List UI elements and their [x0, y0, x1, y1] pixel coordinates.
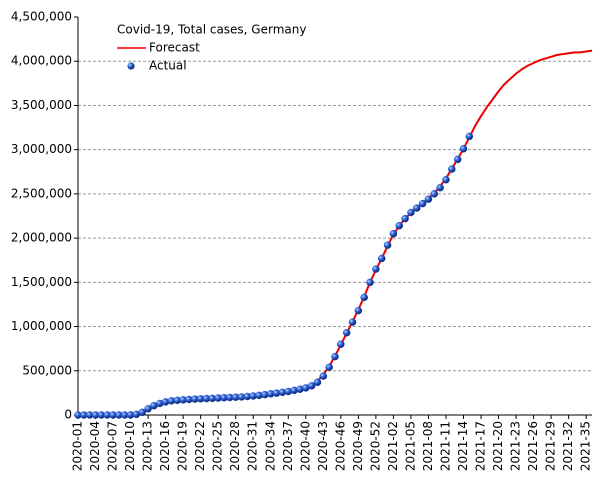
- x-tick-label: 2020-22: [193, 421, 207, 471]
- y-tick-label: 0: [64, 408, 72, 422]
- y-tick-label: 1,000,000: [11, 319, 72, 333]
- actual-point: [307, 382, 316, 390]
- actual-point: [313, 378, 322, 387]
- x-tick-label: 2020-04: [88, 421, 102, 471]
- x-tick-label: 2021-29: [544, 421, 558, 471]
- actual-point: [407, 208, 415, 217]
- y-tick-label: 3,000,000: [11, 142, 72, 156]
- y-tick-label: 3,500,000: [11, 98, 72, 112]
- actual-point: [383, 241, 392, 249]
- actual-point: [430, 190, 439, 198]
- x-tick-label: 2021-02: [386, 421, 400, 471]
- x-tick-label: 2020-01: [71, 421, 85, 471]
- actual-point: [436, 183, 444, 192]
- actual-point: [395, 221, 403, 230]
- actual-point: [348, 318, 357, 326]
- x-tick-label: 2021-11: [438, 421, 452, 471]
- actual-point: [424, 195, 433, 203]
- actual-point: [442, 175, 450, 184]
- y-tick-label: 4,000,000: [11, 54, 72, 68]
- x-tick-label: 2020-37: [281, 421, 295, 471]
- actual-point: [377, 254, 386, 263]
- actual-point: [342, 328, 351, 337]
- x-tick-label: 2020-13: [141, 421, 155, 471]
- actual-point: [453, 155, 462, 164]
- actual-point: [401, 214, 409, 223]
- x-tick-label: 2021-05: [403, 421, 417, 471]
- x-tick-label: 2021-23: [509, 421, 523, 471]
- x-tick-label: 2021-20: [491, 421, 505, 471]
- actual-point: [337, 340, 345, 348]
- actual-point: [459, 145, 468, 153]
- x-tick-label: 2020-46: [333, 421, 347, 471]
- x-tick-label: 2020-31: [246, 421, 260, 471]
- legend-label: Actual: [149, 59, 187, 73]
- x-tick-label: 2020-10: [123, 421, 137, 471]
- actual-point: [448, 165, 456, 173]
- legend-marker: [127, 62, 135, 70]
- x-tick-label: 2021-35: [579, 421, 593, 471]
- x-tick-label: 2021-26: [526, 421, 540, 471]
- x-tick-label: 2020-28: [228, 421, 242, 471]
- legend-label: Forecast: [149, 41, 200, 55]
- actual-point: [418, 199, 427, 208]
- actual-point: [465, 132, 474, 141]
- actual-point: [331, 352, 339, 361]
- x-tick-label: 2020-34: [263, 421, 277, 471]
- x-tick-label: 2020-49: [351, 421, 365, 471]
- x-tick-label: 2021-32: [561, 421, 575, 471]
- y-tick-label: 1,500,000: [11, 275, 72, 289]
- actual-point: [389, 229, 398, 238]
- x-tick-label: 2020-40: [298, 421, 312, 471]
- x-tick-label: 2020-07: [106, 421, 120, 471]
- actual-point: [138, 408, 146, 417]
- actual-point: [413, 204, 421, 212]
- x-tick-label: 2021-17: [474, 421, 488, 471]
- actual-point: [360, 293, 368, 302]
- x-tick-label: 2021-08: [421, 421, 435, 471]
- x-tick-label: 2021-14: [456, 421, 470, 471]
- y-tick-label: 2,000,000: [11, 231, 72, 245]
- x-tick-label: 2020-52: [368, 421, 382, 471]
- actual-point: [354, 306, 363, 315]
- chart-title: Covid-19, Total cases, Germany: [117, 23, 306, 37]
- y-tick-label: 500,000: [22, 363, 72, 377]
- y-tick-label: 4,500,000: [11, 10, 72, 24]
- x-tick-label: 2020-19: [176, 421, 190, 471]
- actual-point: [372, 265, 380, 273]
- y-tick-label: 2,500,000: [11, 186, 72, 200]
- actual-point: [144, 405, 152, 413]
- x-tick-label: 2020-25: [211, 421, 225, 471]
- actual-point: [366, 278, 374, 287]
- actual-point: [319, 372, 328, 380]
- actual-point: [325, 363, 333, 371]
- x-tick-label: 2020-43: [316, 421, 330, 471]
- x-tick-label: 2020-16: [158, 421, 172, 471]
